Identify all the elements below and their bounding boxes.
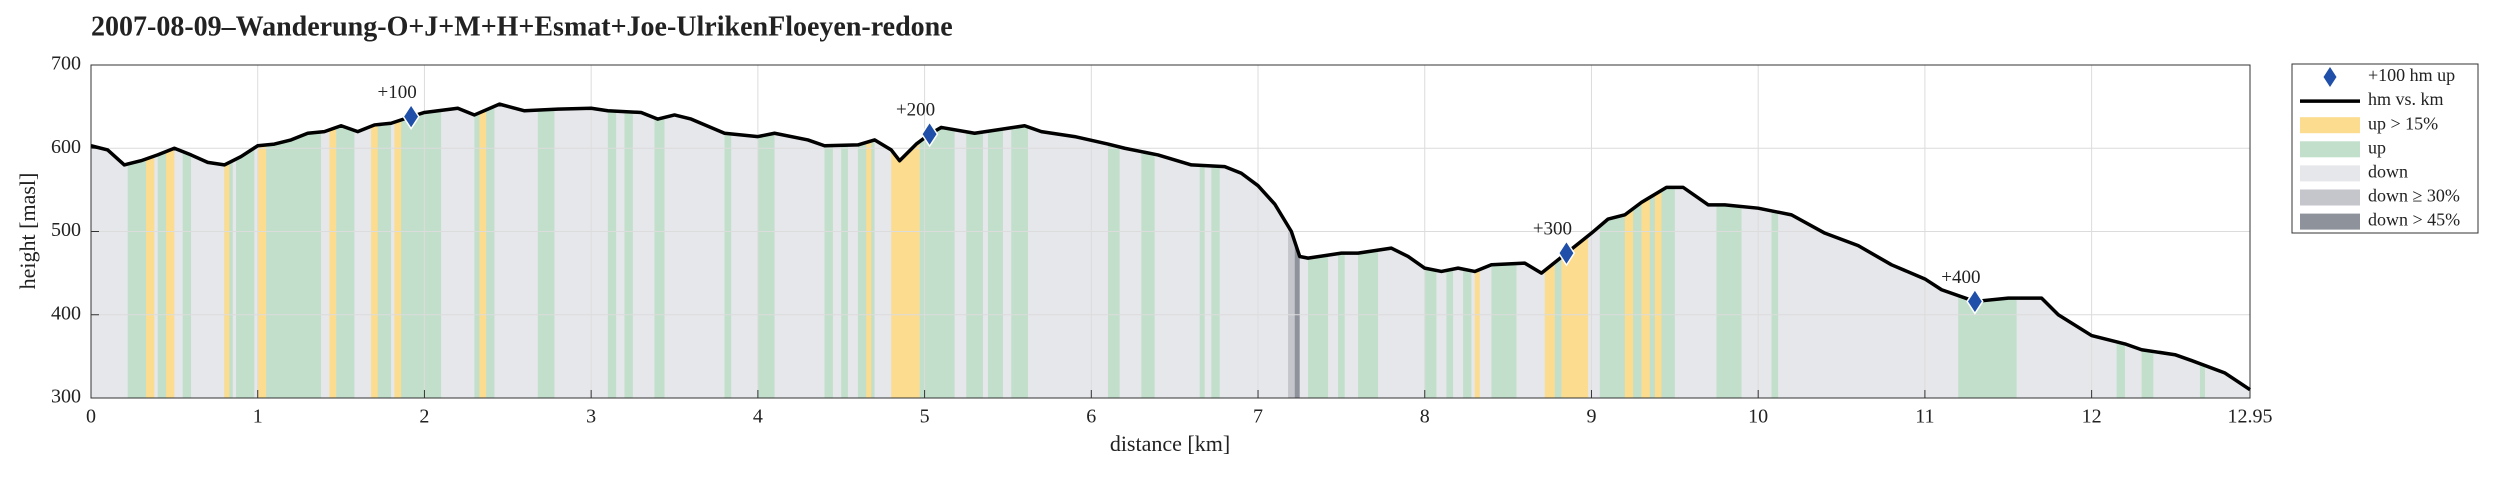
legend-label: up > 15% (2368, 113, 2438, 133)
x-tick-label: 5 (920, 406, 930, 428)
legend-swatch (2300, 189, 2360, 206)
band (127, 104, 150, 398)
legend-marker (2323, 67, 2337, 87)
marker (1557, 239, 1576, 267)
y-tick-label: 400 (51, 302, 81, 324)
band (866, 104, 872, 398)
band (166, 104, 175, 398)
band (371, 104, 378, 398)
y-tick-label: 500 (51, 219, 81, 241)
marker-label: +100 (377, 82, 416, 103)
x-axis-label: distance [km] (1110, 431, 1230, 456)
legend-swatch (2300, 213, 2360, 230)
band (1107, 104, 1120, 398)
band (157, 104, 170, 398)
legend-label: +100 hm up (2368, 65, 2455, 85)
legend-label: down (2368, 162, 2408, 182)
legend-label: down > 45% (2368, 210, 2460, 230)
legend-label: hm vs. km (2368, 89, 2444, 109)
marker (402, 103, 420, 130)
x-tick-label: 4 (753, 406, 763, 428)
y-tick-label: 600 (51, 136, 81, 158)
band (1771, 104, 1779, 398)
band (1011, 104, 1028, 398)
band (266, 104, 322, 398)
marker-label: +200 (896, 99, 935, 120)
band (146, 104, 155, 398)
x-tick-label: 7 (1253, 406, 1263, 428)
x-tick-label: 9 (1586, 406, 1596, 428)
x-tick-label: 12.95 (2228, 406, 2273, 428)
band (724, 104, 732, 398)
x-tick-label: 8 (1420, 406, 1430, 428)
x-tick-label: 2 (419, 406, 429, 428)
band (841, 104, 848, 398)
band (824, 104, 833, 398)
band (1211, 104, 1220, 398)
legend-swatch (2300, 117, 2360, 134)
band (374, 104, 392, 398)
band (757, 104, 775, 398)
legend-label: down ≥ 30% (2368, 186, 2460, 206)
axes-box (90, 64, 2251, 399)
x-tick-label: 3 (586, 406, 596, 428)
band (987, 104, 1003, 398)
chart-title: 2007-08-09–Wanderung-O+J+M+H+Esmat+Joe-U… (91, 11, 953, 42)
band (399, 104, 442, 398)
legend-swatch (2300, 165, 2360, 182)
band (182, 104, 192, 398)
band (336, 104, 355, 398)
elevation-line (90, 102, 2251, 392)
band (236, 104, 255, 398)
band (329, 104, 337, 398)
band (624, 104, 633, 398)
y-tick-label: 700 (51, 53, 81, 75)
x-tick-label: 6 (1086, 406, 1096, 428)
band (654, 104, 665, 398)
marker-label: +300 (1533, 219, 1572, 240)
band (1199, 104, 1205, 398)
legend-swatch (2300, 141, 2360, 158)
band (1624, 104, 1634, 398)
band (224, 104, 230, 398)
band (394, 104, 402, 398)
marker (920, 120, 939, 148)
x-tick-label: 1 (253, 406, 263, 428)
legend-label: up (2368, 137, 2386, 157)
band (257, 104, 267, 398)
y-tick-label: 300 (51, 386, 81, 408)
y-axis-label: height [masl] (15, 173, 40, 290)
band (607, 104, 617, 398)
x-tick-label: 0 (86, 406, 96, 428)
band (919, 104, 955, 398)
band (1654, 104, 1662, 398)
band (1141, 104, 1155, 398)
x-tick-label: 12 (2082, 406, 2102, 428)
marker-label: +400 (1941, 267, 1980, 288)
band (1288, 104, 1295, 398)
band (1641, 104, 1650, 398)
x-tick-label: 10 (1748, 406, 1768, 428)
marker (1966, 288, 1984, 315)
x-tick-label: 11 (1915, 406, 1934, 428)
band (966, 104, 983, 398)
band (537, 104, 555, 398)
band (479, 104, 487, 398)
